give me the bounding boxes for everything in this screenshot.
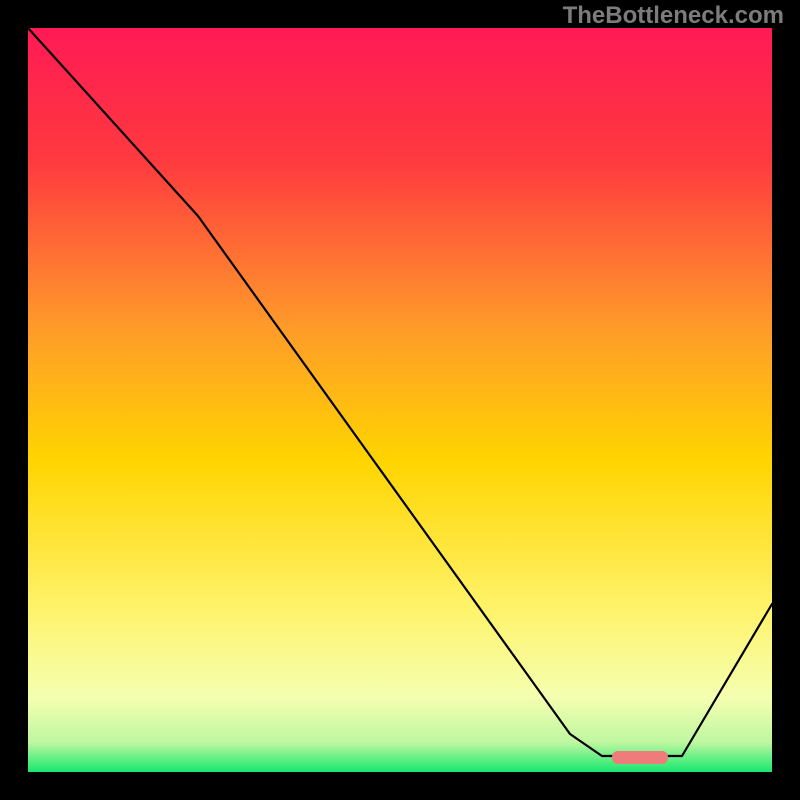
gradient-background [28,28,772,772]
chart-container: TheBottleneck.com [0,0,800,800]
curve-layer [28,28,772,772]
watermark-text: TheBottleneck.com [563,2,784,30]
plot-area [28,28,772,772]
optimum-marker [612,751,668,764]
